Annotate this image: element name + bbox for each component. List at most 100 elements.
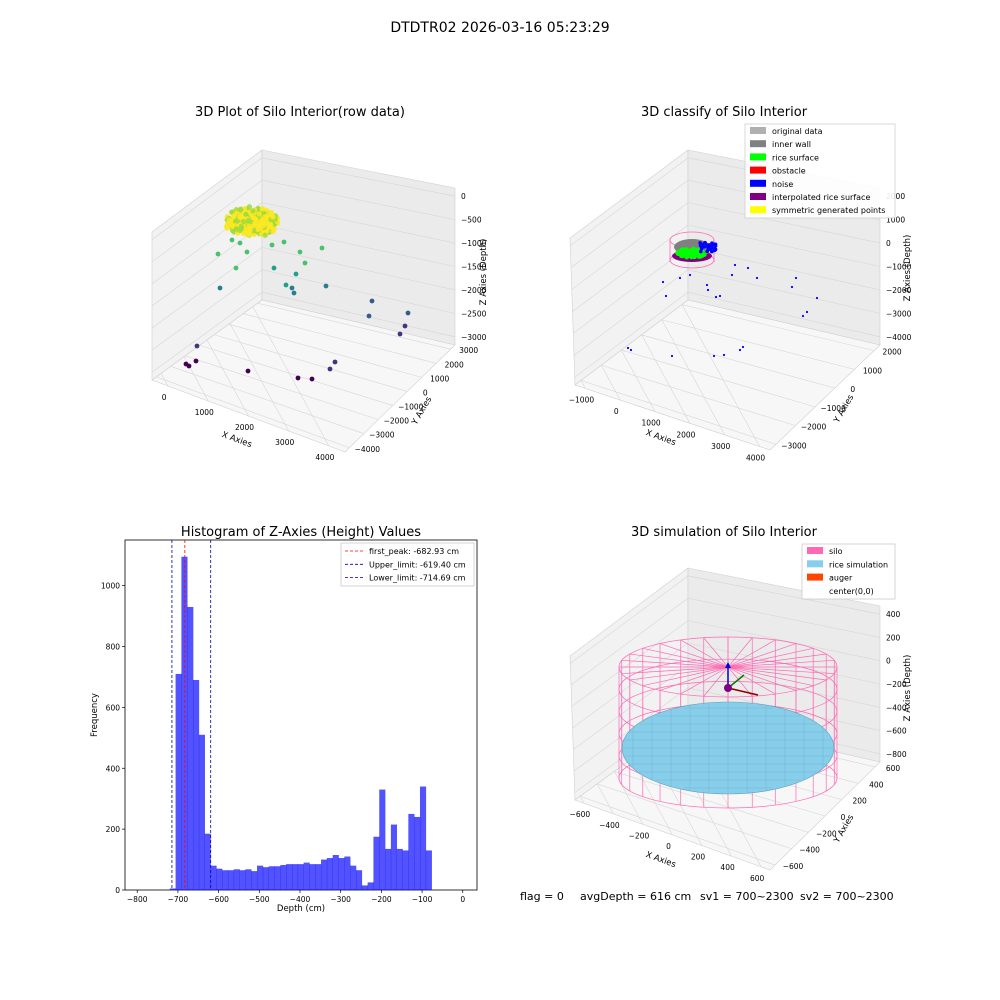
histogram-legend-label: Lower_limit: -714.69 cm: [369, 574, 466, 583]
histogram-y-axis-label: Frequency: [90, 693, 100, 737]
raw-data-point: [405, 310, 411, 316]
classify-legend-label: inner wall: [772, 140, 811, 149]
p4-z-tick: −400: [886, 703, 907, 712]
raw-plot-title: 3D Plot of Silo Interior(row data): [195, 105, 405, 120]
p4-z-tick: −200: [886, 680, 907, 689]
histogram-bar: [390, 824, 398, 890]
simulation-legend-label: center(0,0): [829, 587, 874, 596]
raw-data-point: [289, 285, 295, 291]
p4-x-tick: 400: [720, 863, 735, 872]
noise-point: [805, 310, 809, 314]
raw-data-point: [260, 219, 266, 226]
noise-point: [670, 354, 674, 358]
classify-z-axis-label: Z Axies (Depth): [903, 235, 913, 302]
histogram-bar: [262, 867, 269, 890]
p4-y-tick: 0: [841, 813, 846, 822]
raw-data-point: [271, 265, 277, 271]
p2-x-tick: −1000: [569, 395, 595, 404]
raw-data-point: [397, 331, 403, 337]
classify-legend-label: rice surface: [772, 153, 819, 162]
raw-data-point: [194, 343, 200, 349]
p2-z-tick: −2000: [886, 286, 912, 295]
histogram-bar: [268, 866, 275, 890]
simulation-legend-box: [801, 543, 896, 600]
noise-point: [722, 353, 726, 357]
classify-legend-label: original data: [772, 127, 823, 136]
silo-roof-spoke: [727, 659, 835, 668]
rice-surface-point: [683, 252, 688, 257]
p1-y-tick: 0: [423, 388, 428, 397]
rice-surface-point: [693, 255, 697, 259]
histogram-bar: [338, 858, 345, 890]
noise-point: [705, 283, 709, 287]
raw-data-point: [193, 358, 199, 364]
raw-data-point: [252, 220, 258, 227]
classify-legend: original data inner wall rice surface obsta…: [744, 123, 896, 219]
histogram-bar: [414, 816, 421, 890]
p2-x-tick: 2000: [676, 430, 695, 439]
noise-point: [626, 346, 630, 350]
p2-x-tick: 1000: [642, 419, 661, 428]
raw-data-point: [302, 260, 308, 266]
raw-data-point: [186, 363, 192, 369]
simulation-legend-swatch: [807, 547, 823, 554]
histogram-bar: [303, 862, 310, 890]
silo-roof-spoke: [629, 653, 729, 668]
histogram-x-tick: −200: [371, 895, 392, 904]
silo-roof-spoke: [680, 666, 729, 695]
noise-point: [705, 244, 710, 248]
avg-depth-text: avgDepth = 616 cm: [580, 890, 691, 903]
silo-roof-spoke: [727, 666, 776, 695]
histogram-x-tick: −600: [208, 895, 229, 904]
silo-roof-spoke: [621, 666, 729, 675]
silo-roof-spoke: [727, 666, 814, 687]
flag-text: flag = 0: [520, 890, 564, 903]
noise-point: [698, 242, 703, 246]
rice-surface-point: [697, 255, 701, 259]
p2-z-tick: −4000: [886, 333, 912, 342]
classify-plot-title: 3D classify of Silo Interior: [641, 105, 808, 120]
simulation-z-axis-label: Z Axies (Depth): [903, 655, 913, 722]
classify-legend-swatch: [750, 140, 766, 148]
p1-z-tick: −2000: [461, 286, 487, 295]
p4-y-tick: 600: [886, 764, 901, 773]
histogram-x-tick: −500: [249, 895, 270, 904]
raw-data-point: [297, 249, 303, 255]
noise-point: [755, 276, 759, 280]
histogram-legend: first_peak: -682.93 cm Upper_limit: -619.…: [340, 542, 475, 587]
histogram-bar: [286, 864, 293, 890]
silo-roof-spoke: [727, 666, 835, 675]
p1-x-tick: 0: [162, 393, 167, 402]
histogram-bar: [187, 606, 194, 890]
noise-point: [699, 249, 703, 254]
p4-x-tick: 0: [666, 842, 671, 851]
p2-z-tick: −3000: [886, 309, 912, 318]
raw-data-point: [268, 222, 274, 228]
classify-legend-swatch: [750, 166, 766, 174]
histogram-bar: [297, 864, 304, 890]
noise-point: [718, 294, 722, 298]
p1-y-tick: 2000: [445, 360, 464, 369]
simulation-legend-label: rice simulation: [829, 560, 888, 569]
raw-data-point: [247, 225, 253, 232]
histogram-bar: [239, 870, 246, 890]
silo-roof-spoke: [727, 653, 827, 668]
raw-data-point: [238, 223, 244, 229]
raw-data-point: [243, 229, 249, 235]
raw-data-point: [270, 214, 276, 220]
noise-point: [712, 354, 716, 358]
rice-surface-point: [687, 249, 691, 253]
p4-y-tick: 200: [853, 797, 868, 806]
p4-z-tick: 400: [886, 610, 901, 619]
p4-y-tick: 400: [869, 780, 884, 789]
histogram-bar: [216, 868, 223, 890]
silo-roof-spoke: [727, 647, 814, 668]
histogram-bar: [210, 865, 217, 890]
histogram-bar: [321, 859, 328, 890]
p2-y-tick: 0: [850, 385, 855, 394]
histogram-y-tick: 1000: [101, 582, 120, 591]
raw-data-point: [228, 209, 235, 215]
noise-point: [815, 296, 819, 300]
silo-roof-spoke: [621, 659, 729, 668]
noise-point: [713, 244, 718, 248]
